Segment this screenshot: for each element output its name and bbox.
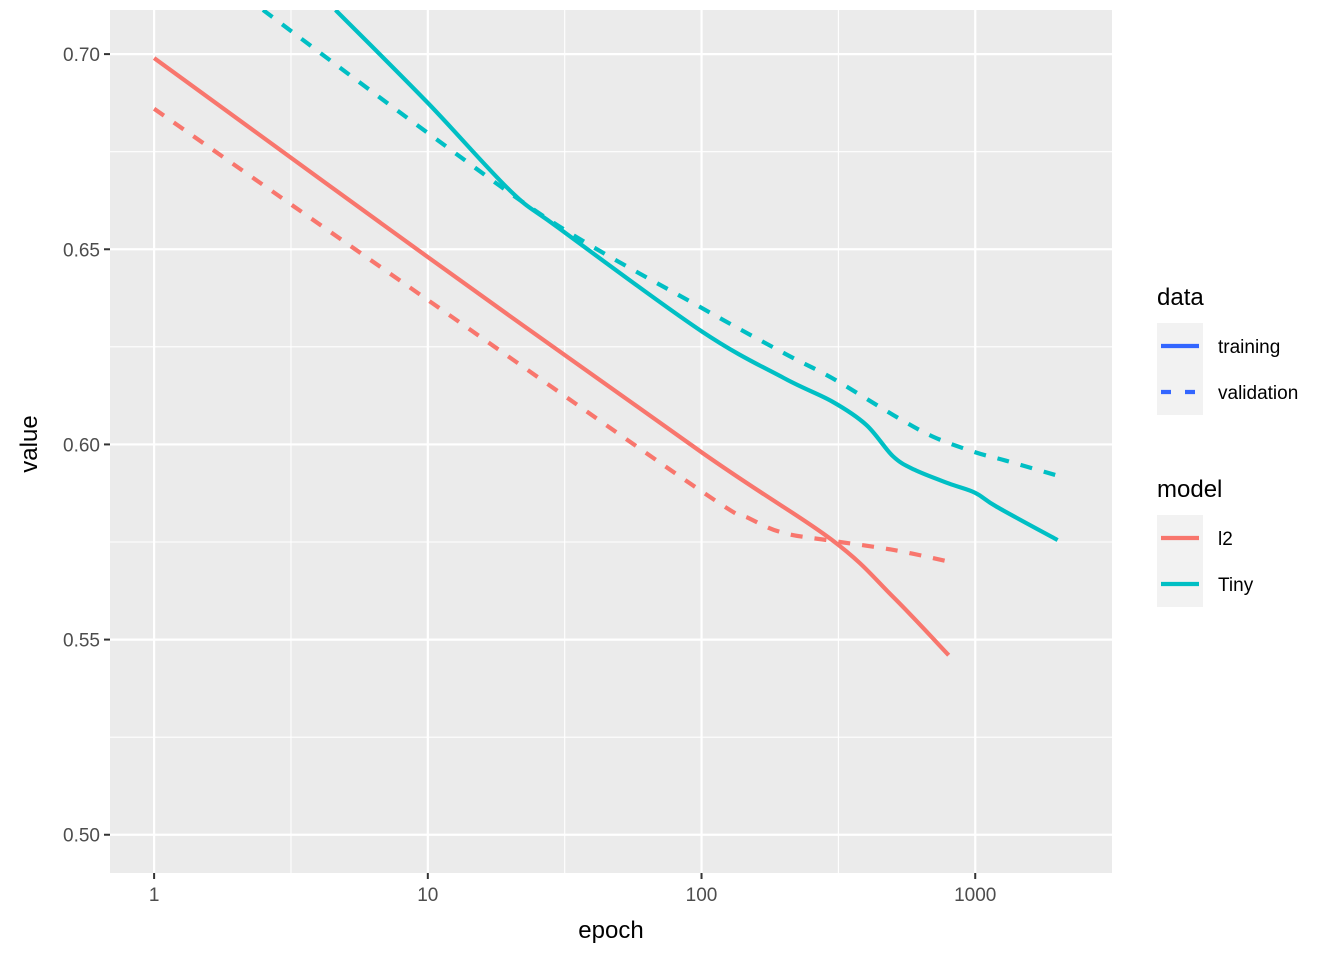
x-tick-label: 1 [149, 885, 160, 906]
legend-title: data [1157, 284, 1204, 311]
plot-panel [110, 10, 1112, 873]
x-tick-label: 10 [417, 885, 438, 906]
grid-lines [110, 10, 1112, 873]
axes: 1 10 100 1000 0.50 0.55 0.60 0.65 0.70 [63, 45, 996, 906]
legend-label: Tiny [1218, 575, 1254, 596]
y-tick-label: 0.60 [63, 435, 100, 456]
series-line-tiny-validation [261, 10, 1059, 478]
series-line-tiny-training [334, 10, 1059, 542]
y-tick-label: 0.70 [63, 45, 100, 66]
y-tick-label: 0.65 [63, 240, 100, 261]
legend-key-background [1157, 323, 1203, 415]
legend: data training validation model l2 Tiny [1157, 284, 1298, 607]
legend-title: model [1157, 476, 1222, 503]
y-axis-label: value [16, 415, 43, 472]
y-tick-label: 0.50 [63, 826, 100, 847]
series-lines [152, 10, 1059, 657]
series-line-l2-training [152, 56, 951, 657]
legend-key-background [1157, 515, 1203, 607]
x-axis-label: epoch [578, 917, 643, 944]
y-tick-label: 0.55 [63, 631, 100, 652]
legend-label: training [1218, 337, 1280, 358]
legend-label: l2 [1218, 529, 1233, 550]
x-tick-label: 1000 [954, 885, 996, 906]
legend-label: validation [1218, 383, 1298, 404]
x-tick-label: 100 [686, 885, 718, 906]
